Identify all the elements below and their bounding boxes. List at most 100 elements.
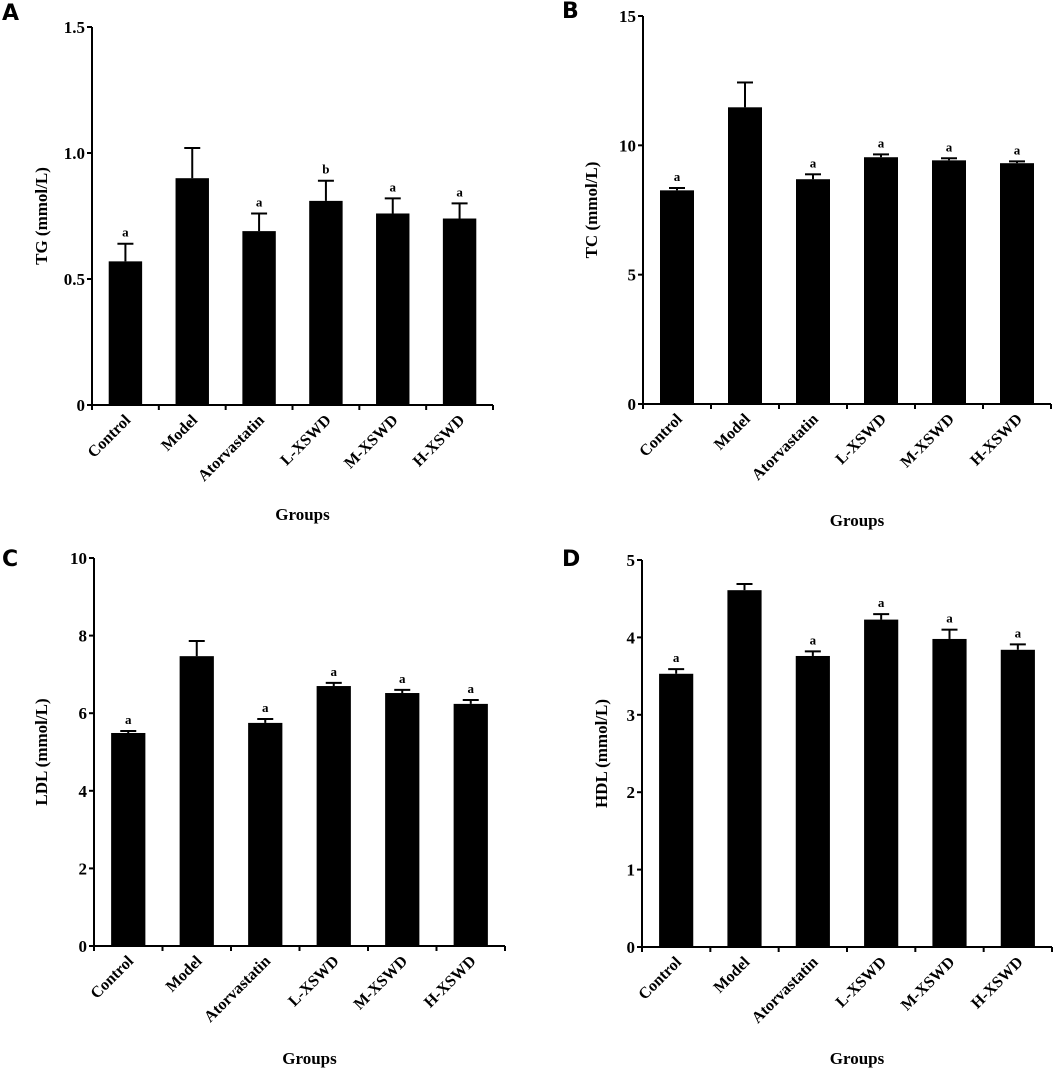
x-tick-label: Model xyxy=(158,411,201,454)
panel-letter: A xyxy=(2,1,19,26)
y-tick-label: 1.5 xyxy=(64,18,85,37)
panel-a: A 0 0.5 1.0 1.5 TG (mmol/L) a Control Model a Ator… xyxy=(2,1,494,524)
bar-control xyxy=(111,732,146,946)
significance-label: a xyxy=(122,225,129,240)
y-tick-label: 3 xyxy=(627,706,636,725)
bar-l-xswd xyxy=(864,157,898,404)
x-tick-label: H-XSWD xyxy=(967,411,1026,470)
significance-label: a xyxy=(256,194,263,209)
significance-label: a xyxy=(810,155,817,170)
panel-letter: D xyxy=(562,547,580,572)
bar-l-xswd xyxy=(316,686,351,946)
y-tick-label: 0 xyxy=(79,937,88,956)
x-tick-label: H-XSWD xyxy=(968,954,1027,1013)
y-tick-label: 4 xyxy=(627,628,636,647)
bar-h-xswd xyxy=(1000,163,1034,404)
y-tick-label: 0.5 xyxy=(64,270,85,289)
significance-label: a xyxy=(1015,625,1022,640)
significance-label: a xyxy=(878,135,885,150)
significance-label: b xyxy=(322,162,329,177)
x-tick-label: H-XSWD xyxy=(410,412,469,471)
panel-b: B 0 5 10 15 TC (mmol/L) a Control Model a Atorvast… xyxy=(562,0,1052,530)
x-tick-label: Model xyxy=(163,952,206,995)
bar-control xyxy=(659,673,694,947)
y-tick-label: 4 xyxy=(79,782,88,801)
x-tick-label: H-XSWD xyxy=(421,953,480,1012)
y-tick-label: 5 xyxy=(628,266,637,285)
significance-label: a xyxy=(674,169,681,184)
y-tick-label: 2 xyxy=(79,859,88,878)
significance-label: a xyxy=(331,664,338,679)
y-tick-label: 8 xyxy=(79,627,88,646)
x-tick-label: Control xyxy=(88,952,138,1002)
y-tick-label: 1 xyxy=(627,861,636,880)
y-tick-label: 0 xyxy=(628,395,637,414)
y-tick-label: 2 xyxy=(627,783,636,802)
y-tick-label: 10 xyxy=(619,136,636,155)
bar-m-xswd xyxy=(932,638,967,947)
x-axis-title: Groups xyxy=(830,1049,885,1068)
significance-label: a xyxy=(468,681,475,696)
x-tick-label: M-XSWD xyxy=(341,412,401,472)
panel-c: C 0 2 4 6 8 10 LDL (mmol/L) a Control Model a Atorva… xyxy=(2,547,506,1068)
x-tick-label: Control xyxy=(636,410,686,460)
x-axis-title: Groups xyxy=(282,1049,337,1068)
x-tick-label: Model xyxy=(711,953,754,996)
x-tick-label: M-XSWD xyxy=(898,954,958,1014)
x-tick-label: L-XSWD xyxy=(285,953,342,1010)
significance-label: a xyxy=(946,611,953,626)
significance-label: a xyxy=(399,671,406,686)
bar-l-xswd xyxy=(309,200,343,405)
significance-label: a xyxy=(456,184,463,199)
significance-label: a xyxy=(262,700,269,715)
y-axis-title: HDL (mmol/L) xyxy=(592,699,611,808)
significance-label: a xyxy=(946,139,953,154)
panel-letter: B xyxy=(562,0,579,24)
bar-model xyxy=(728,107,762,405)
x-tick-label: L-XSWD xyxy=(833,411,890,468)
x-tick-label: Atorvastatin xyxy=(195,412,268,485)
y-tick-label: 5 xyxy=(627,551,636,570)
significance-label: a xyxy=(1014,142,1021,157)
bar-l-xswd xyxy=(864,619,899,947)
bar-atorvastatin xyxy=(796,179,830,404)
y-axis-title: TC (mmol/L) xyxy=(582,162,601,259)
bar-m-xswd xyxy=(932,160,966,404)
bar-h-xswd xyxy=(442,218,477,405)
bar-atorvastatin xyxy=(242,231,276,405)
y-tick-label: 15 xyxy=(619,7,636,26)
bar-model xyxy=(179,656,214,946)
x-tick-label: Control xyxy=(635,953,685,1003)
x-tick-label: Control xyxy=(85,411,135,461)
significance-label: a xyxy=(673,650,680,665)
significance-label: a xyxy=(390,179,397,194)
bar-atorvastatin xyxy=(248,722,283,946)
y-tick-label: 1.0 xyxy=(64,144,85,163)
bar-h-xswd xyxy=(1000,649,1035,947)
bar-m-xswd xyxy=(385,693,420,946)
bar-model xyxy=(727,590,762,947)
bar-control xyxy=(660,190,694,404)
x-tick-label: L-XSWD xyxy=(833,954,890,1011)
significance-label: a xyxy=(125,712,132,727)
bar-h-xswd xyxy=(453,703,488,946)
x-axis-title: Groups xyxy=(275,505,330,524)
significance-label: a xyxy=(878,595,885,610)
y-tick-label: 0 xyxy=(627,938,636,957)
panel-letter: C xyxy=(2,547,18,572)
bar-model xyxy=(175,178,209,405)
x-tick-label: Model xyxy=(711,410,754,453)
x-tick-label: Atorvastatin xyxy=(749,411,822,484)
y-axis-title: TG (mmol/L) xyxy=(32,167,51,265)
significance-label: a xyxy=(810,632,817,647)
y-axis-title: LDL (mmol/L) xyxy=(32,698,51,805)
x-axis-title: Groups xyxy=(830,511,885,530)
bar-atorvastatin xyxy=(795,655,830,947)
x-tick-label: L-XSWD xyxy=(277,412,334,469)
x-tick-label: M-XSWD xyxy=(351,953,411,1013)
bar-m-xswd xyxy=(376,213,410,405)
y-tick-label: 6 xyxy=(79,704,88,723)
y-tick-label: 10 xyxy=(70,549,87,568)
x-tick-label: M-XSWD xyxy=(897,411,957,471)
